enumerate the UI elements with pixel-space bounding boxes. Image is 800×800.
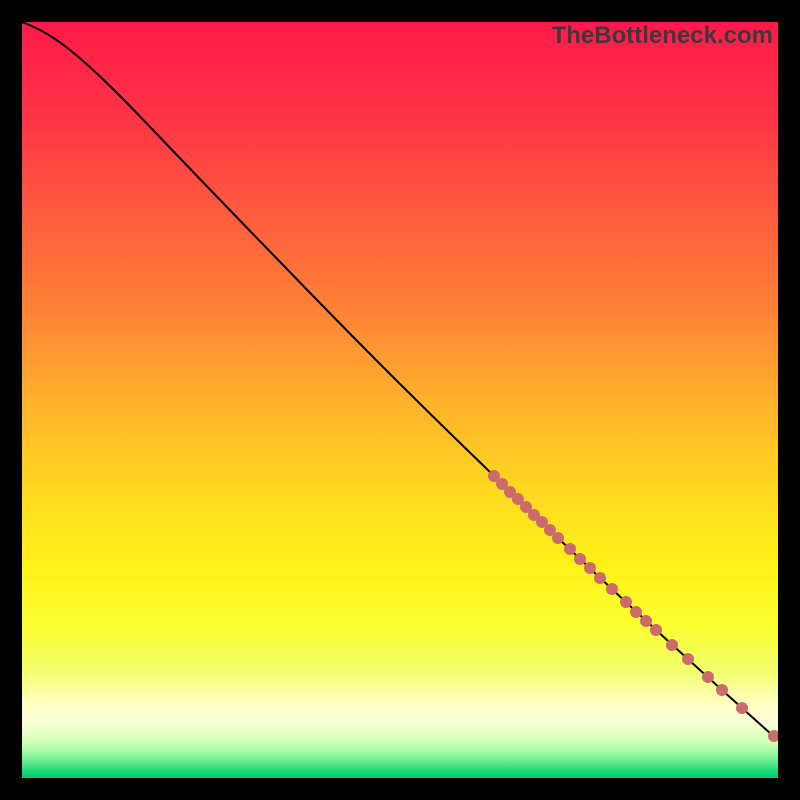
- plot-area: TheBottleneck.com: [22, 22, 778, 778]
- data-marker: [666, 639, 678, 651]
- chart-frame: TheBottleneck.com: [0, 0, 800, 800]
- data-marker: [606, 583, 618, 595]
- data-marker: [736, 702, 748, 714]
- frame-border-top: [0, 0, 800, 22]
- data-marker: [682, 653, 694, 665]
- frame-border-left: [0, 0, 22, 800]
- data-marker: [564, 543, 576, 555]
- data-marker: [594, 572, 606, 584]
- data-marker: [584, 562, 596, 574]
- frame-border-bottom: [0, 778, 800, 800]
- data-marker: [552, 532, 564, 544]
- gradient-chart-svg: [22, 22, 778, 778]
- gradient-background: [22, 22, 778, 778]
- data-marker: [574, 553, 586, 565]
- data-marker: [716, 684, 728, 696]
- data-marker: [620, 596, 632, 608]
- data-marker: [650, 624, 662, 636]
- data-marker: [630, 606, 642, 618]
- data-marker: [640, 615, 652, 627]
- watermark-text: TheBottleneck.com: [552, 22, 773, 50]
- data-marker: [702, 671, 714, 683]
- frame-border-right: [778, 0, 800, 800]
